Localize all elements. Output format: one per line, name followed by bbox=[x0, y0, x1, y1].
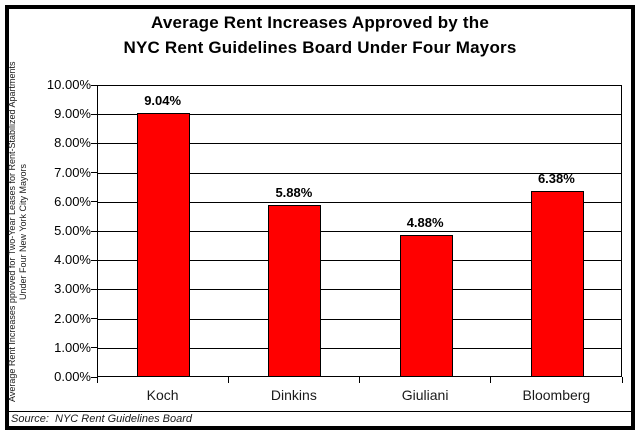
gridline bbox=[98, 289, 621, 291]
bar-value-label: 5.88% bbox=[275, 185, 313, 200]
x-tick-mark bbox=[621, 377, 623, 383]
x-tick-mark bbox=[96, 377, 98, 383]
bar-dinkins bbox=[268, 205, 321, 377]
bar-bloomberg bbox=[531, 191, 584, 377]
gridline bbox=[98, 143, 621, 145]
y-axis-title: Average Rent Increases pproved for Two-Y… bbox=[7, 61, 31, 402]
y-tick-label: 9.00% bbox=[54, 106, 91, 122]
x-category-label: Bloomberg bbox=[522, 387, 591, 403]
x-tick-mark bbox=[359, 377, 360, 383]
y-tick-mark bbox=[91, 172, 97, 174]
y-tick-label: 1.00% bbox=[54, 339, 91, 355]
y-tick-label: 6.00% bbox=[54, 193, 91, 209]
y-tick-mark bbox=[91, 84, 97, 86]
x-tick-mark bbox=[490, 377, 492, 383]
chart-title: Average Rent Increases Approved by the N… bbox=[0, 10, 640, 60]
y-tick-mark bbox=[91, 318, 97, 320]
bar-value-label: 4.88% bbox=[406, 215, 444, 230]
y-tick-label: 7.00% bbox=[54, 164, 91, 180]
y-tick-label: 4.00% bbox=[54, 252, 91, 268]
bar-giuliani bbox=[400, 235, 453, 377]
y-axis-title-line-1: Average Rent Increases pproved for Two-Y… bbox=[7, 61, 17, 402]
y-tick-mark bbox=[91, 201, 97, 203]
outer-border bbox=[5, 5, 635, 430]
y-tick-mark bbox=[91, 376, 97, 378]
plot-area bbox=[97, 85, 622, 377]
gridline bbox=[98, 260, 621, 262]
y-axis-title-line-2: Under Four New York City Mayors bbox=[18, 163, 28, 301]
gridline bbox=[98, 231, 621, 232]
x-category-label: Giuliani bbox=[401, 387, 449, 403]
y-tick-mark bbox=[91, 113, 97, 115]
footer-divider bbox=[9, 411, 631, 412]
x-tick-mark bbox=[227, 377, 229, 383]
y-tick-mark bbox=[91, 288, 97, 290]
y-tick-label: 5.00% bbox=[54, 223, 91, 238]
y-tick-label: 3.00% bbox=[54, 281, 91, 297]
y-tick-mark bbox=[91, 230, 97, 232]
chart-title-line-2: NYC Rent Guidelines Board Under Four May… bbox=[123, 38, 517, 57]
chart-title-line-1: Average Rent Increases Approved by the bbox=[151, 13, 489, 32]
y-tick-mark bbox=[91, 347, 97, 349]
y-tick-label: 8.00% bbox=[54, 135, 91, 151]
source-caption: Source: NYC Rent Guidelines Board bbox=[11, 413, 192, 425]
bar-value-label: 9.04% bbox=[144, 93, 182, 108]
bar-value-label: 6.38% bbox=[537, 171, 575, 186]
gridline bbox=[98, 201, 621, 203]
y-tick-mark bbox=[91, 259, 97, 261]
y-tick-mark bbox=[91, 142, 97, 144]
bar-koch bbox=[137, 113, 190, 377]
y-tick-label: 0.00% bbox=[54, 369, 91, 384]
gridline bbox=[98, 347, 621, 349]
y-tick-label: 2.00% bbox=[54, 310, 91, 326]
x-category-label: Dinkins bbox=[270, 387, 317, 403]
gridline bbox=[98, 318, 621, 320]
gridline bbox=[98, 172, 621, 174]
y-tick-label: 10.00% bbox=[46, 77, 91, 92]
x-category-label: Koch bbox=[146, 387, 179, 403]
gridline bbox=[98, 114, 621, 116]
